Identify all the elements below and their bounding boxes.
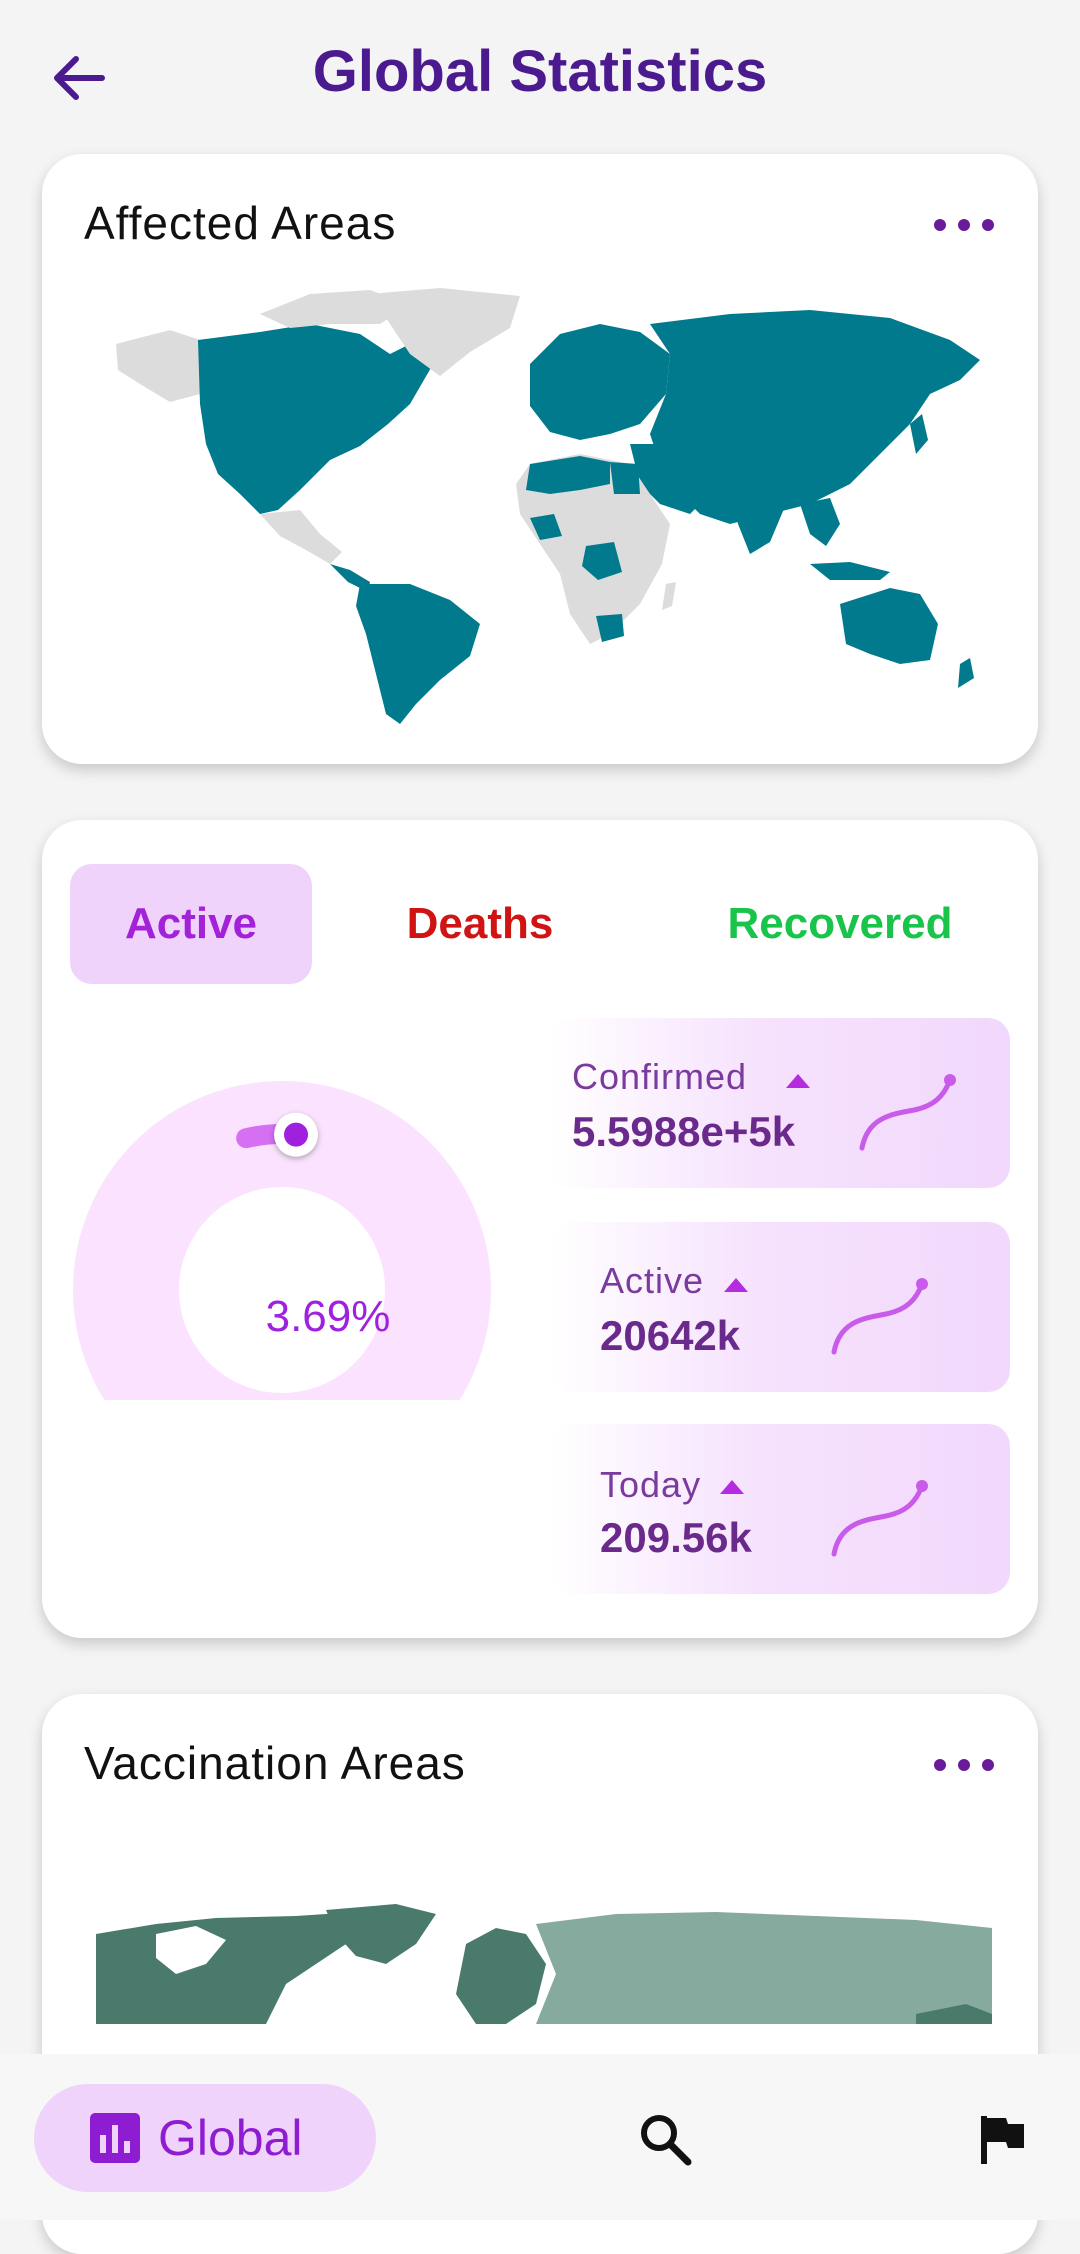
map-region-greenland [370,288,520,376]
trend-up-icon [720,1480,744,1494]
map-region-asia-south [916,2004,992,2024]
more-dot-icon [982,219,994,231]
stat-confirmed-label: Confirmed [572,1056,748,1097]
map-region-south-america [356,584,480,724]
stat-confirmed-value: 5.5988e+5k [572,1108,796,1155]
map-region-europe [530,324,670,440]
chart-icon [90,2113,140,2163]
more-dot-icon [958,219,970,231]
donut-percent-label: 3.69% [265,1292,391,1341]
trend-up-icon [724,1278,748,1292]
map-region-alaska [116,330,200,402]
stat-confirmed[interactable]: Confirmed 5.5988e+5k [550,1018,1010,1188]
affected-more-button[interactable] [934,210,994,240]
tab-active[interactable]: Active [70,864,312,984]
vaccination-more-button[interactable] [934,1750,994,1780]
stat-active-label: Active [600,1260,705,1301]
map-region-south-africa [596,614,624,642]
map-region-north-america [198,324,432,514]
stat-today-label: Today [600,1464,702,1505]
map-region-arctic [260,290,410,328]
vaccination-world-map[interactable] [96,1904,992,2104]
flag-icon[interactable] [976,2112,1030,2166]
affected-world-map[interactable] [110,284,990,724]
map-region-madagascar [662,582,676,610]
stats-tabs: Active Deaths Recovered [70,864,1010,984]
more-dot-icon [958,1759,970,1771]
map-region-central-africa [582,542,622,580]
tab-deaths[interactable]: Deaths [406,899,554,948]
map-region-mexico [260,510,342,564]
map-region-middle-east [630,444,710,514]
map-region-north-africa [526,456,610,494]
bottom-navigation: Global [0,2054,1080,2220]
more-dot-icon [934,219,946,231]
map-region-egypt [610,462,640,494]
map-region-japan [910,414,928,454]
donut-knob-dot [284,1122,309,1147]
active-donut-chart [73,1081,491,1400]
more-dot-icon [982,1759,994,1771]
stats-card: Active Deaths Recovered 3.69% Confirmed … [42,820,1038,1638]
nav-global-button[interactable]: Global [34,2084,376,2192]
vaccination-areas-title: Vaccination Areas [84,1737,466,1789]
map-region-west-africa [530,514,562,540]
search-icon[interactable] [638,2112,692,2166]
back-arrow-icon [54,56,105,100]
map-region-new-zealand [958,658,974,688]
tab-recovered[interactable]: Recovered [727,899,953,948]
map-region-australia [840,588,938,664]
sparkline-icon [859,1074,956,1151]
back-button[interactable] [44,44,112,112]
map-region-arctic-islands [156,1926,226,1974]
stat-today-value: 209.56k [600,1514,752,1561]
map-region-asia [650,310,980,524]
map-region-europe [456,1928,546,2024]
affected-areas-title: Affected Areas [84,197,397,249]
sparkline-icon [831,1278,928,1355]
map-region-india [730,480,786,554]
map-region-north-america [96,1912,356,2024]
map-region-greenland [326,1904,436,1964]
stat-active-value: 20642k [600,1312,741,1359]
app-header: Global Statistics [0,0,1080,150]
map-region-indonesia [810,562,890,580]
trend-up-icon [786,1074,810,1088]
stat-today[interactable]: Today 209.56k [550,1424,1010,1594]
page-title: Global Statistics [312,39,768,104]
affected-areas-card: Affected Areas [42,154,1038,764]
map-region-southeast-asia [800,498,840,546]
more-dot-icon [934,1759,946,1771]
donut-track [73,1081,491,1400]
sparkline-icon [831,1480,928,1557]
nav-global-label: Global [158,2110,303,2166]
stat-active[interactable]: Active 20642k [550,1222,1010,1392]
map-region-russia [536,1912,992,2024]
